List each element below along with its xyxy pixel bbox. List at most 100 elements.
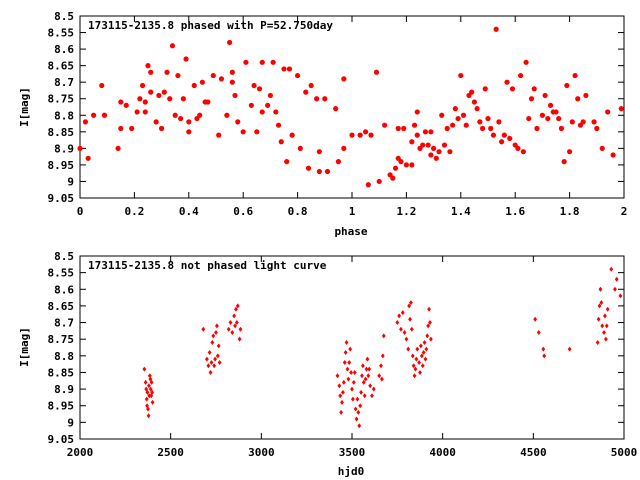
data-point <box>201 326 206 332</box>
data-point <box>178 115 184 122</box>
data-point <box>161 89 167 95</box>
data-point <box>603 313 607 319</box>
data-point <box>259 109 265 115</box>
data-point <box>341 76 347 82</box>
data-point <box>419 343 423 349</box>
data-point <box>424 346 429 352</box>
data-point <box>216 132 222 138</box>
unphased-x-tick-label: 2000 <box>67 446 94 459</box>
data-point <box>493 26 499 32</box>
data-point <box>553 109 559 115</box>
data-point <box>414 132 420 138</box>
data-point <box>410 353 415 359</box>
data-point <box>159 125 165 132</box>
unphased-x-axis: 2000 2500 3000 3500 4000 4500 5000 <box>67 256 637 459</box>
data-point <box>364 366 369 372</box>
data-point <box>143 379 148 385</box>
data-point <box>333 106 339 112</box>
data-point <box>477 119 483 125</box>
data-point <box>146 413 151 419</box>
data-point <box>471 99 477 105</box>
data-point <box>316 168 322 175</box>
data-point <box>542 92 548 99</box>
phased-y-tick-label: 8.8 <box>54 109 74 122</box>
data-point <box>474 106 480 112</box>
phased-y-tick-label: 8.75 <box>48 93 75 106</box>
data-point <box>397 313 402 319</box>
data-point <box>215 323 219 329</box>
phased-x-tick-label: 1.4 <box>451 205 471 218</box>
data-point <box>265 102 271 108</box>
data-point <box>408 316 412 322</box>
data-point <box>392 165 399 171</box>
data-point <box>488 125 494 132</box>
data-point <box>297 145 303 151</box>
data-point <box>357 423 362 429</box>
data-point <box>235 303 240 309</box>
data-point <box>418 369 422 375</box>
data-point <box>338 393 343 399</box>
phased-x-tick-label: 0 <box>77 205 84 218</box>
data-point <box>215 353 220 359</box>
phased-y-tick-label: 8.5 <box>54 10 74 23</box>
data-point <box>613 286 617 292</box>
data-point <box>507 135 513 142</box>
data-point <box>118 125 124 132</box>
data-point <box>420 363 425 369</box>
data-point <box>452 106 458 112</box>
data-point <box>349 369 353 375</box>
data-point <box>455 115 461 122</box>
data-point <box>609 266 614 272</box>
data-point <box>91 112 97 118</box>
data-point <box>395 320 400 326</box>
data-point <box>580 119 586 125</box>
data-point <box>213 356 217 362</box>
data-point <box>342 359 347 365</box>
data-point <box>436 149 442 155</box>
data-point <box>496 119 502 125</box>
data-point <box>602 330 606 336</box>
data-point <box>101 112 108 118</box>
data-point <box>561 159 567 165</box>
data-point <box>351 379 356 385</box>
data-point <box>226 326 231 332</box>
phased-light-curve-panel: 8.5 8.55 8.6 8.65 8.7 8.75 8.8 8.85 8.9 8.95 9 9.05… <box>18 10 627 238</box>
data-point <box>248 102 254 108</box>
data-point <box>344 340 349 346</box>
data-point <box>539 112 546 118</box>
data-point <box>362 393 367 399</box>
data-point <box>218 76 225 82</box>
data-point <box>447 149 453 155</box>
data-point <box>572 72 578 79</box>
unphased-y-tick-label: 8.65 <box>48 300 75 313</box>
unphased-data-points <box>142 266 623 429</box>
data-point <box>404 336 409 342</box>
data-point <box>205 356 209 362</box>
data-point <box>583 92 589 99</box>
data-point <box>243 59 249 65</box>
data-point <box>142 99 148 105</box>
data-point <box>210 340 215 346</box>
data-point <box>547 102 554 108</box>
data-point <box>340 399 344 405</box>
phased-y-tick-label: 8.7 <box>54 76 74 89</box>
data-point <box>289 132 295 138</box>
data-point <box>259 59 265 65</box>
data-point <box>545 115 551 122</box>
data-point <box>352 369 357 375</box>
data-point <box>147 383 151 389</box>
data-point <box>142 366 147 372</box>
data-point <box>433 155 439 161</box>
data-point <box>395 125 401 132</box>
unphased-chart-title: 173115-2135.8 not phased light curve <box>88 259 327 272</box>
data-point <box>402 330 407 336</box>
data-point <box>618 293 623 299</box>
data-point <box>350 386 354 392</box>
data-point <box>335 159 341 165</box>
data-point <box>614 276 619 282</box>
data-point <box>209 359 214 365</box>
unphased-y-tick-label: 8.5 <box>54 250 74 263</box>
phased-x-tick-label: 1.6 <box>505 205 525 218</box>
data-point <box>211 333 216 339</box>
data-point <box>390 175 396 181</box>
